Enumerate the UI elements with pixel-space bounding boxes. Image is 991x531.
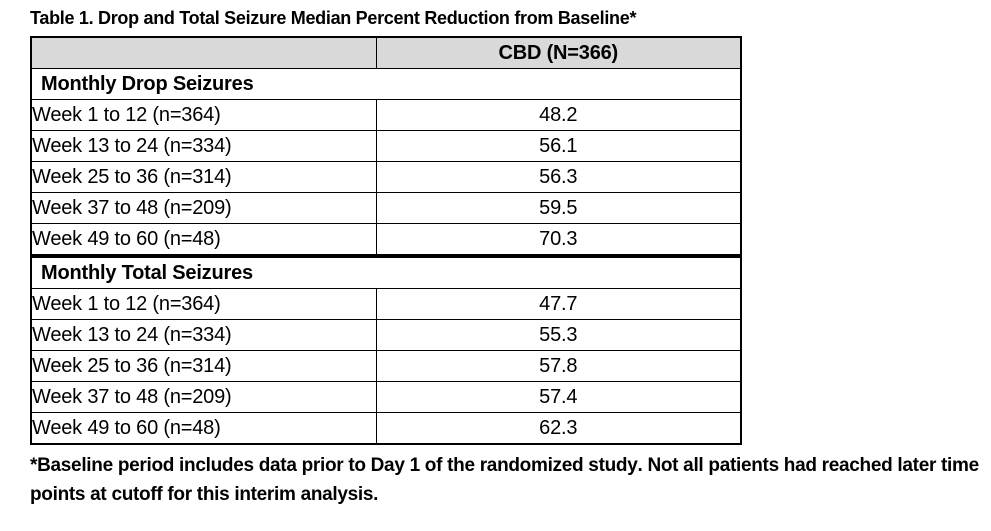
- row-label: Week 37 to 48 (n=209): [30, 192, 377, 224]
- row-value: 56.1: [375, 130, 742, 162]
- row-label: Week 1 to 12 (n=364): [30, 288, 377, 320]
- footnote-text-end: Not all patients had reached later time …: [30, 455, 979, 505]
- table-title: Table 1. Drop and Total Seizure Median P…: [30, 8, 637, 28]
- table-row: Week 49 to 60 (n=48) 62.3: [30, 412, 742, 445]
- table-row: Week 37 to 48 (n=209) 57.4: [30, 381, 742, 413]
- table-row: Week 25 to 36 (n=314) 57.8: [30, 350, 742, 382]
- table-row: Week 1 to 12 (n=364) 47.7: [30, 288, 742, 320]
- table-row: Week 1 to 12 (n=364) 48.2: [30, 99, 742, 131]
- row-value: 57.4: [375, 381, 742, 413]
- section-monthly-drop-seizures: Monthly Drop Seizures Week 1 to 12 (n=36…: [30, 68, 742, 257]
- row-value: 62.3: [375, 412, 742, 445]
- section-header-row: Monthly Total Seizures: [30, 254, 742, 289]
- table-row: Week 49 to 60 (n=48) 70.3: [30, 223, 742, 257]
- row-value: 47.7: [375, 288, 742, 320]
- row-label: Week 13 to 24 (n=334): [30, 319, 377, 351]
- seizure-reduction-table: CBD (N=366) Monthly Drop Seizures Week 1…: [30, 36, 742, 445]
- row-value: 59.5: [375, 192, 742, 224]
- footnote-text-start: *Baseline period includes data prior to …: [30, 455, 638, 476]
- header-empty-cell: [30, 36, 377, 69]
- footnote: *Baseline period includes data prior to …: [30, 451, 980, 509]
- row-value: 70.3: [375, 223, 742, 257]
- table-header: CBD (N=366): [30, 36, 742, 69]
- section-label-total: Monthly Total Seizures: [30, 254, 742, 289]
- section-monthly-total-seizures: Monthly Total Seizures Week 1 to 12 (n=3…: [30, 254, 742, 445]
- row-value: 56.3: [375, 161, 742, 193]
- row-label: Week 49 to 60 (n=48): [30, 412, 377, 445]
- row-label: Week 13 to 24 (n=334): [30, 130, 377, 162]
- table-row: Week 37 to 48 (n=209) 59.5: [30, 192, 742, 224]
- table-row: Week 13 to 24 (n=334) 56.1: [30, 130, 742, 162]
- header-cbd-cell: CBD (N=366): [375, 36, 742, 69]
- header-row: CBD (N=366): [30, 36, 742, 69]
- row-label: Week 25 to 36 (n=314): [30, 161, 377, 193]
- row-label: Week 25 to 36 (n=314): [30, 350, 377, 382]
- row-value: 57.8: [375, 350, 742, 382]
- footnote-bold-period: .: [637, 455, 643, 476]
- page: Table 1. Drop and Total Seizure Median P…: [30, 8, 980, 509]
- row-value: 48.2: [375, 99, 742, 131]
- section-label-drop: Monthly Drop Seizures: [30, 68, 742, 100]
- row-label: Week 1 to 12 (n=364): [30, 99, 377, 131]
- table-row: Week 25 to 36 (n=314) 56.3: [30, 161, 742, 193]
- row-value: 55.3: [375, 319, 742, 351]
- section-header-row: Monthly Drop Seizures: [30, 68, 742, 100]
- row-label: Week 49 to 60 (n=48): [30, 223, 377, 257]
- row-label: Week 37 to 48 (n=209): [30, 381, 377, 413]
- table-row: Week 13 to 24 (n=334) 55.3: [30, 319, 742, 351]
